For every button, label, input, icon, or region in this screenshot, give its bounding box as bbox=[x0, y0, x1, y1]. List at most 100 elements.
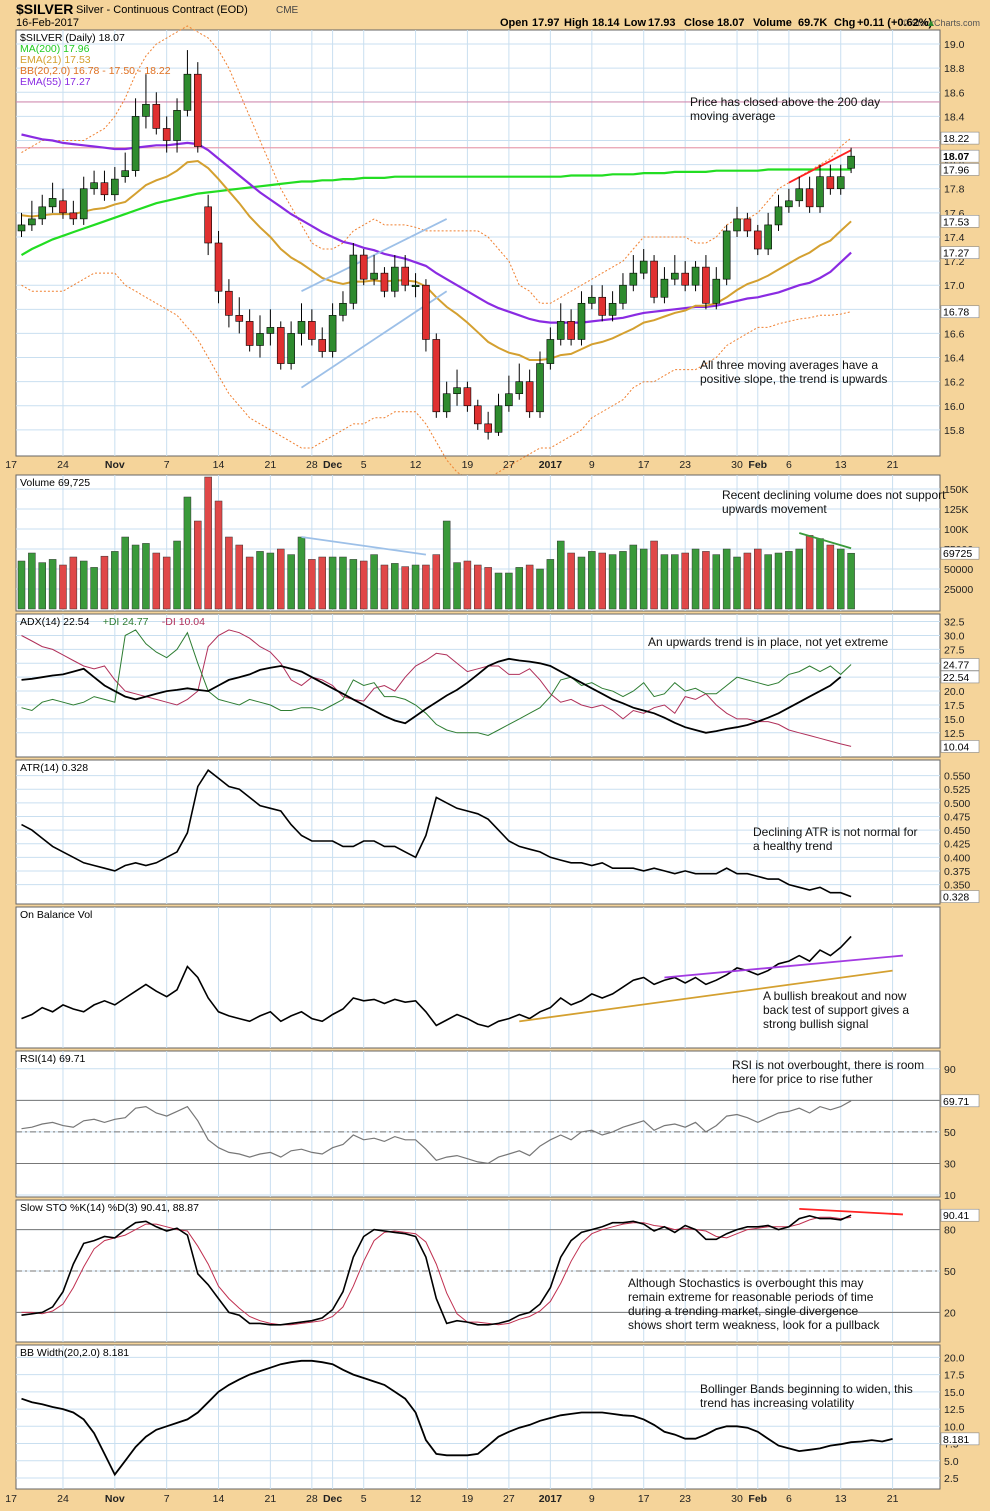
ohlc-high-value: 18.14 bbox=[592, 17, 620, 29]
candle-body bbox=[308, 321, 316, 340]
volume-bar bbox=[785, 551, 793, 610]
x-axis-label-bottom: 21 bbox=[265, 1493, 277, 1505]
candle-body bbox=[131, 116, 140, 171]
volume-bar bbox=[318, 556, 326, 610]
adx-last-value-label: 24.77 bbox=[943, 660, 969, 672]
chart-date: 16-Feb-2017 bbox=[16, 17, 79, 29]
atr-ytick-label: 0.550 bbox=[944, 771, 970, 783]
volume-bar bbox=[847, 552, 855, 610]
price-ytick-label: 17.0 bbox=[944, 280, 965, 292]
x-axis-label-bottom: 5 bbox=[361, 1493, 367, 1505]
adx-ytick-label: 32.5 bbox=[944, 617, 965, 629]
volume-bar bbox=[266, 552, 275, 610]
candle-body bbox=[245, 321, 254, 346]
candle-body bbox=[588, 296, 596, 304]
candle-body bbox=[401, 266, 409, 286]
volume-bar bbox=[370, 554, 378, 610]
volume-bar bbox=[277, 548, 285, 610]
sto-last-value-box bbox=[940, 1208, 980, 1222]
obv-panel: On Balance Vol A bullish breakout and now… bbox=[15, 906, 941, 1049]
candle-body bbox=[339, 302, 347, 316]
candle-body bbox=[287, 333, 295, 364]
candle-body bbox=[204, 206, 212, 244]
volume-panel: 250005000075000100K125K150K69725Volume 6… bbox=[15, 474, 980, 612]
bollinger-upper-band bbox=[21, 25, 852, 304]
atr-line bbox=[21, 769, 852, 898]
candle-body bbox=[59, 200, 67, 214]
candle-body bbox=[359, 254, 368, 280]
price-ytick-label: 18.6 bbox=[944, 87, 965, 99]
volume-bar bbox=[619, 551, 627, 610]
adx-ytick-label: 27.5 bbox=[944, 644, 965, 656]
date-axis: 17 24 Nov 7 14 21 28 Dec 5 12 19 27 2017 9 17 23 30 Feb 6 1… bbox=[5, 459, 898, 1505]
volume-bar bbox=[380, 564, 389, 610]
bbw-annotation: trend has increasing volatility bbox=[700, 1396, 854, 1410]
x-axis-label-top: Dec bbox=[323, 459, 342, 471]
ema55-line bbox=[21, 133, 852, 324]
volume-bar bbox=[359, 560, 368, 610]
sto-k-line bbox=[21, 1214, 852, 1326]
volume-bar bbox=[422, 564, 430, 610]
chg-up-arrow-icon: ▲ bbox=[926, 18, 936, 29]
volume-bar bbox=[691, 548, 700, 610]
volume-bar bbox=[48, 559, 57, 610]
candle-body bbox=[556, 321, 565, 340]
price-legend-item: EMA(21) 17.53 bbox=[20, 54, 91, 66]
price-ytick-label: 18.8 bbox=[944, 63, 965, 75]
candle-body bbox=[484, 423, 492, 433]
obv-legend-item: On Balance Vol bbox=[20, 909, 92, 921]
adx-last-value-label: 10.04 bbox=[943, 741, 969, 753]
candle-body bbox=[671, 272, 679, 280]
x-axis-label-bottom: 19 bbox=[462, 1493, 474, 1505]
bb-width-line bbox=[21, 1359, 893, 1477]
volume-bar bbox=[287, 554, 295, 610]
x-axis-label-top: 12 bbox=[410, 459, 422, 471]
bbw-ytick-label: 5.0 bbox=[944, 1456, 959, 1468]
volume-bar bbox=[660, 554, 669, 610]
x-axis-label-top: 7 bbox=[164, 459, 170, 471]
candle-body bbox=[328, 315, 337, 352]
volume-bar bbox=[17, 560, 26, 610]
price-last-value-box bbox=[940, 246, 980, 259]
bbw-ytick-label: 15.0 bbox=[944, 1387, 965, 1399]
candle-body bbox=[473, 405, 482, 425]
price-ytick-label: 17.8 bbox=[944, 184, 965, 196]
sto-last-value-label: 90.41 bbox=[943, 1210, 969, 1222]
adx-ytick-label: 17.5 bbox=[944, 700, 965, 712]
candle-body bbox=[100, 182, 109, 196]
atr-ytick-label: 0.450 bbox=[944, 825, 970, 837]
candle-body bbox=[266, 327, 275, 334]
candle-body bbox=[619, 284, 627, 304]
candle-body bbox=[505, 393, 513, 407]
sto-annotation: remain extreme for reasonable periods of… bbox=[628, 1290, 874, 1304]
volume-ytick-label: 125K bbox=[944, 504, 969, 516]
bbw-panel-background bbox=[15, 1344, 941, 1490]
x-axis-label-bottom: 13 bbox=[835, 1493, 847, 1505]
x-axis-label-top: Feb bbox=[748, 459, 767, 471]
candle-body bbox=[79, 188, 88, 220]
candle-body bbox=[816, 176, 824, 208]
ma200-line bbox=[20, 168, 852, 257]
volume-bar bbox=[764, 554, 772, 610]
volume-bar bbox=[536, 568, 544, 610]
volume-bar bbox=[754, 548, 762, 610]
sto-legend-item: Slow STO %K(14) %D(3) 90.41, 88.87 bbox=[20, 1202, 199, 1214]
x-axis-label-bottom: 21 bbox=[887, 1493, 899, 1505]
candle-body bbox=[847, 155, 855, 169]
rsi-annotation: RSI is not overbought, there is room bbox=[732, 1058, 924, 1072]
candle-body bbox=[567, 321, 575, 340]
ohlc-low-value: 17.93 bbox=[648, 17, 676, 29]
bbw-ytick-label: 10.0 bbox=[944, 1421, 965, 1433]
price-ytick-label: 16.0 bbox=[944, 401, 965, 413]
obv-trendline bbox=[664, 954, 904, 979]
price-ytick-label: 16.2 bbox=[944, 377, 965, 389]
candle-body bbox=[805, 188, 814, 208]
sto-ytick-label: 20 bbox=[944, 1307, 956, 1319]
adx-last-value-box bbox=[940, 658, 980, 671]
candle-body bbox=[463, 387, 472, 407]
sto-trendline bbox=[799, 1208, 903, 1216]
indicator-panels: 15.816.016.216.416.616.817.017.217.417.6… bbox=[15, 25, 980, 1490]
candle-body bbox=[297, 321, 306, 334]
volume-bar bbox=[463, 560, 472, 610]
